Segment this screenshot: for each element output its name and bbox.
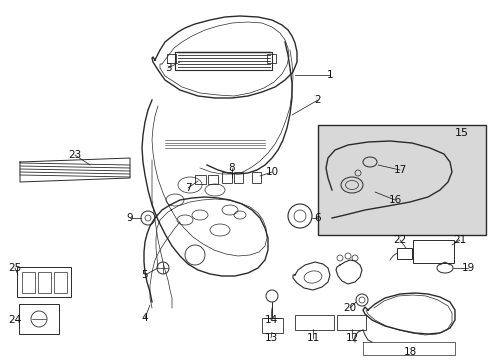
- Text: 5: 5: [142, 270, 148, 280]
- Text: 13: 13: [264, 333, 277, 343]
- Text: 10: 10: [265, 167, 278, 177]
- Text: 21: 21: [452, 235, 466, 245]
- Text: 15: 15: [454, 128, 468, 138]
- Text: 25: 25: [8, 263, 21, 273]
- Text: 4: 4: [142, 313, 148, 323]
- Text: 2: 2: [314, 95, 321, 105]
- Text: 17: 17: [392, 165, 406, 175]
- Text: 16: 16: [387, 195, 401, 205]
- Bar: [317, 125, 485, 235]
- Text: 14: 14: [264, 315, 277, 325]
- Text: 20: 20: [343, 303, 356, 313]
- Text: 8: 8: [228, 163, 235, 173]
- Text: 22: 22: [392, 235, 406, 245]
- Text: 1: 1: [326, 70, 333, 80]
- Text: 3: 3: [164, 63, 171, 73]
- Text: 23: 23: [68, 150, 81, 160]
- Text: 18: 18: [403, 347, 416, 357]
- Text: 12: 12: [345, 333, 358, 343]
- Text: 19: 19: [461, 263, 474, 273]
- Text: 6: 6: [314, 213, 321, 223]
- Text: 11: 11: [306, 333, 319, 343]
- Text: 9: 9: [126, 213, 133, 223]
- Text: 7: 7: [184, 183, 191, 193]
- Text: 24: 24: [8, 315, 21, 325]
